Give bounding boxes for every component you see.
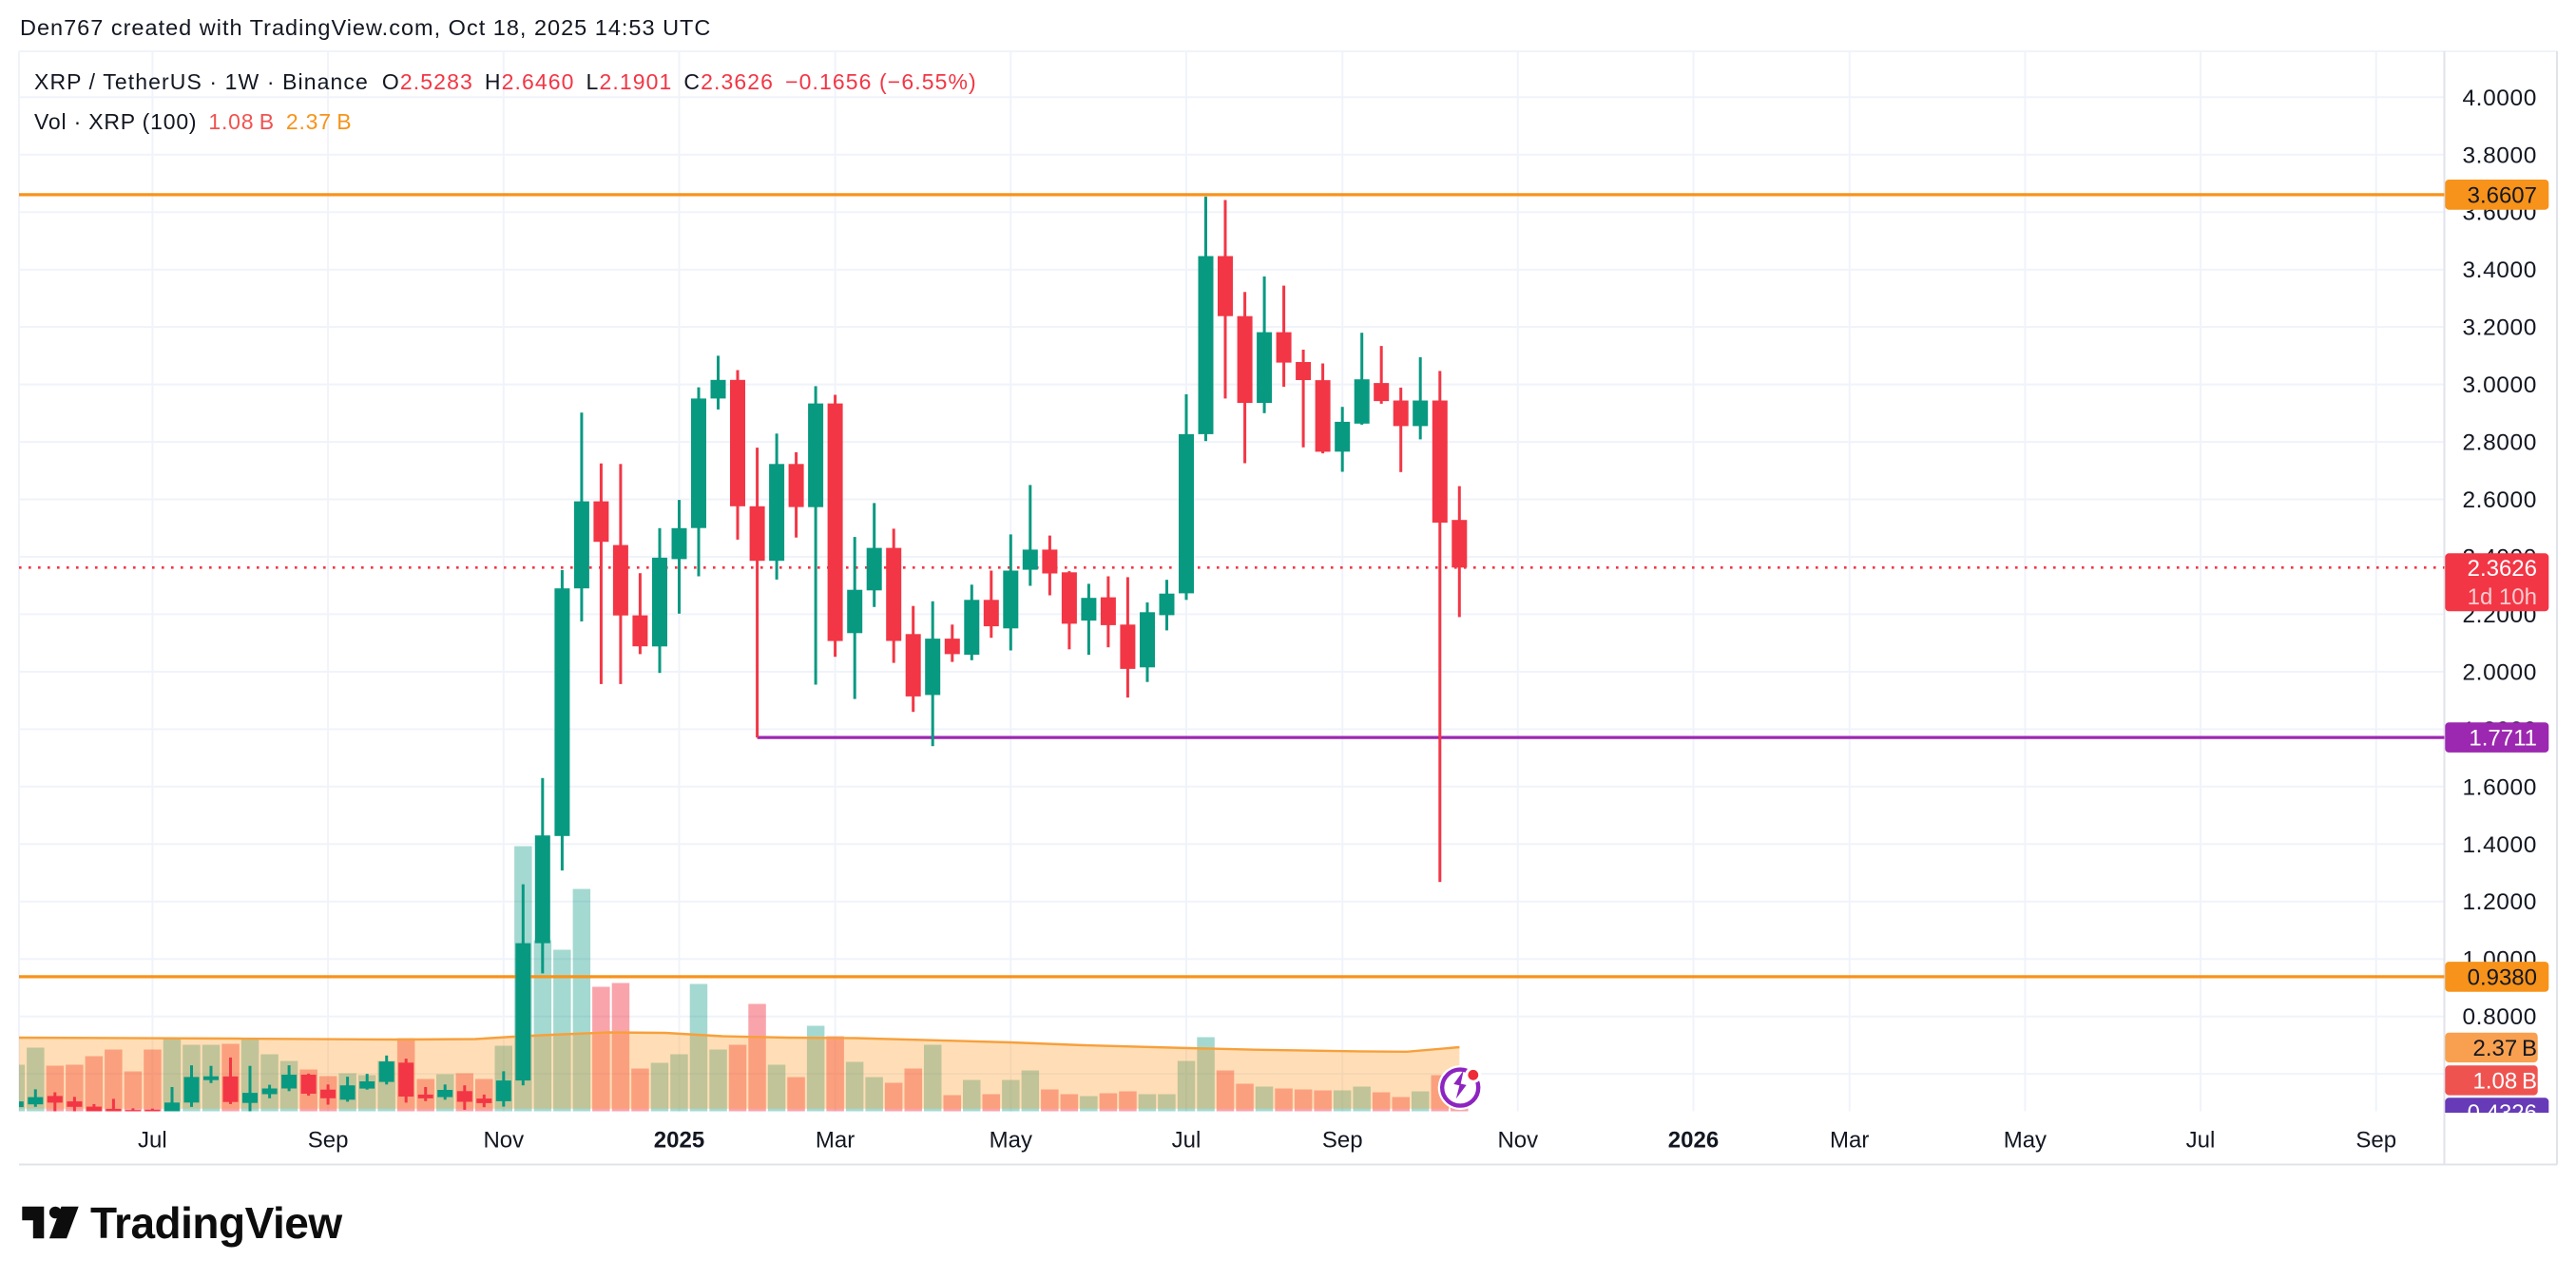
svg-text:Jul: Jul [138, 1128, 167, 1154]
svg-text:Mar: Mar [816, 1128, 855, 1154]
svg-text:Jul: Jul [1172, 1128, 1201, 1154]
svg-text:Jul: Jul [2186, 1128, 2216, 1154]
svg-text:Nov: Nov [483, 1128, 524, 1154]
svg-text:3.8000: 3.8000 [2462, 143, 2537, 168]
svg-text:May: May [990, 1128, 1032, 1154]
svg-text:3.0000: 3.0000 [2462, 372, 2537, 398]
svg-text:1.08 B: 1.08 B [2472, 1068, 2537, 1094]
svg-text:1.6000: 1.6000 [2462, 774, 2537, 800]
svg-text:Sep: Sep [2355, 1128, 2396, 1154]
svg-text:Nov: Nov [1497, 1128, 1538, 1154]
svg-text:1.4000: 1.4000 [2462, 832, 2537, 858]
svg-text:2.8000: 2.8000 [2462, 430, 2537, 456]
svg-text:1.2000: 1.2000 [2462, 889, 2537, 915]
svg-text:Vol · XRP (100)1.08 B2.37 B: Vol · XRP (100) 1.08 B 2.37 B [34, 109, 352, 134]
svg-text:May: May [2004, 1128, 2047, 1154]
svg-text:2.3626: 2.3626 [2468, 556, 2537, 582]
svg-text:2.37 B: 2.37 B [2472, 1036, 2537, 1061]
svg-text:Sep: Sep [308, 1128, 349, 1154]
svg-text:Sep: Sep [1322, 1128, 1363, 1154]
svg-text:0.8000: 0.8000 [2462, 1004, 2537, 1030]
svg-text:0.9380: 0.9380 [2468, 964, 2537, 990]
svg-text:Den767 created with TradingVie: Den767 created with TradingView.com, Oct… [20, 15, 711, 40]
svg-text:2025: 2025 [654, 1128, 704, 1154]
svg-text:3.2000: 3.2000 [2462, 315, 2537, 341]
svg-text:Mar: Mar [1830, 1128, 1869, 1154]
svg-text:2026: 2026 [1668, 1128, 1719, 1154]
svg-text:1d 10h: 1d 10h [2468, 584, 2537, 610]
svg-text:3.4000: 3.4000 [2462, 258, 2537, 283]
svg-text:3.6607: 3.6607 [2468, 182, 2537, 208]
svg-text:0.4326: 0.4326 [2468, 1100, 2537, 1126]
svg-text:2.6000: 2.6000 [2462, 487, 2537, 513]
svg-text:1.7711: 1.7711 [2469, 726, 2537, 752]
svg-text:TradingView: TradingView [90, 1198, 342, 1248]
svg-text:2.0000: 2.0000 [2462, 659, 2537, 685]
svg-text:4.0000: 4.0000 [2462, 86, 2537, 111]
